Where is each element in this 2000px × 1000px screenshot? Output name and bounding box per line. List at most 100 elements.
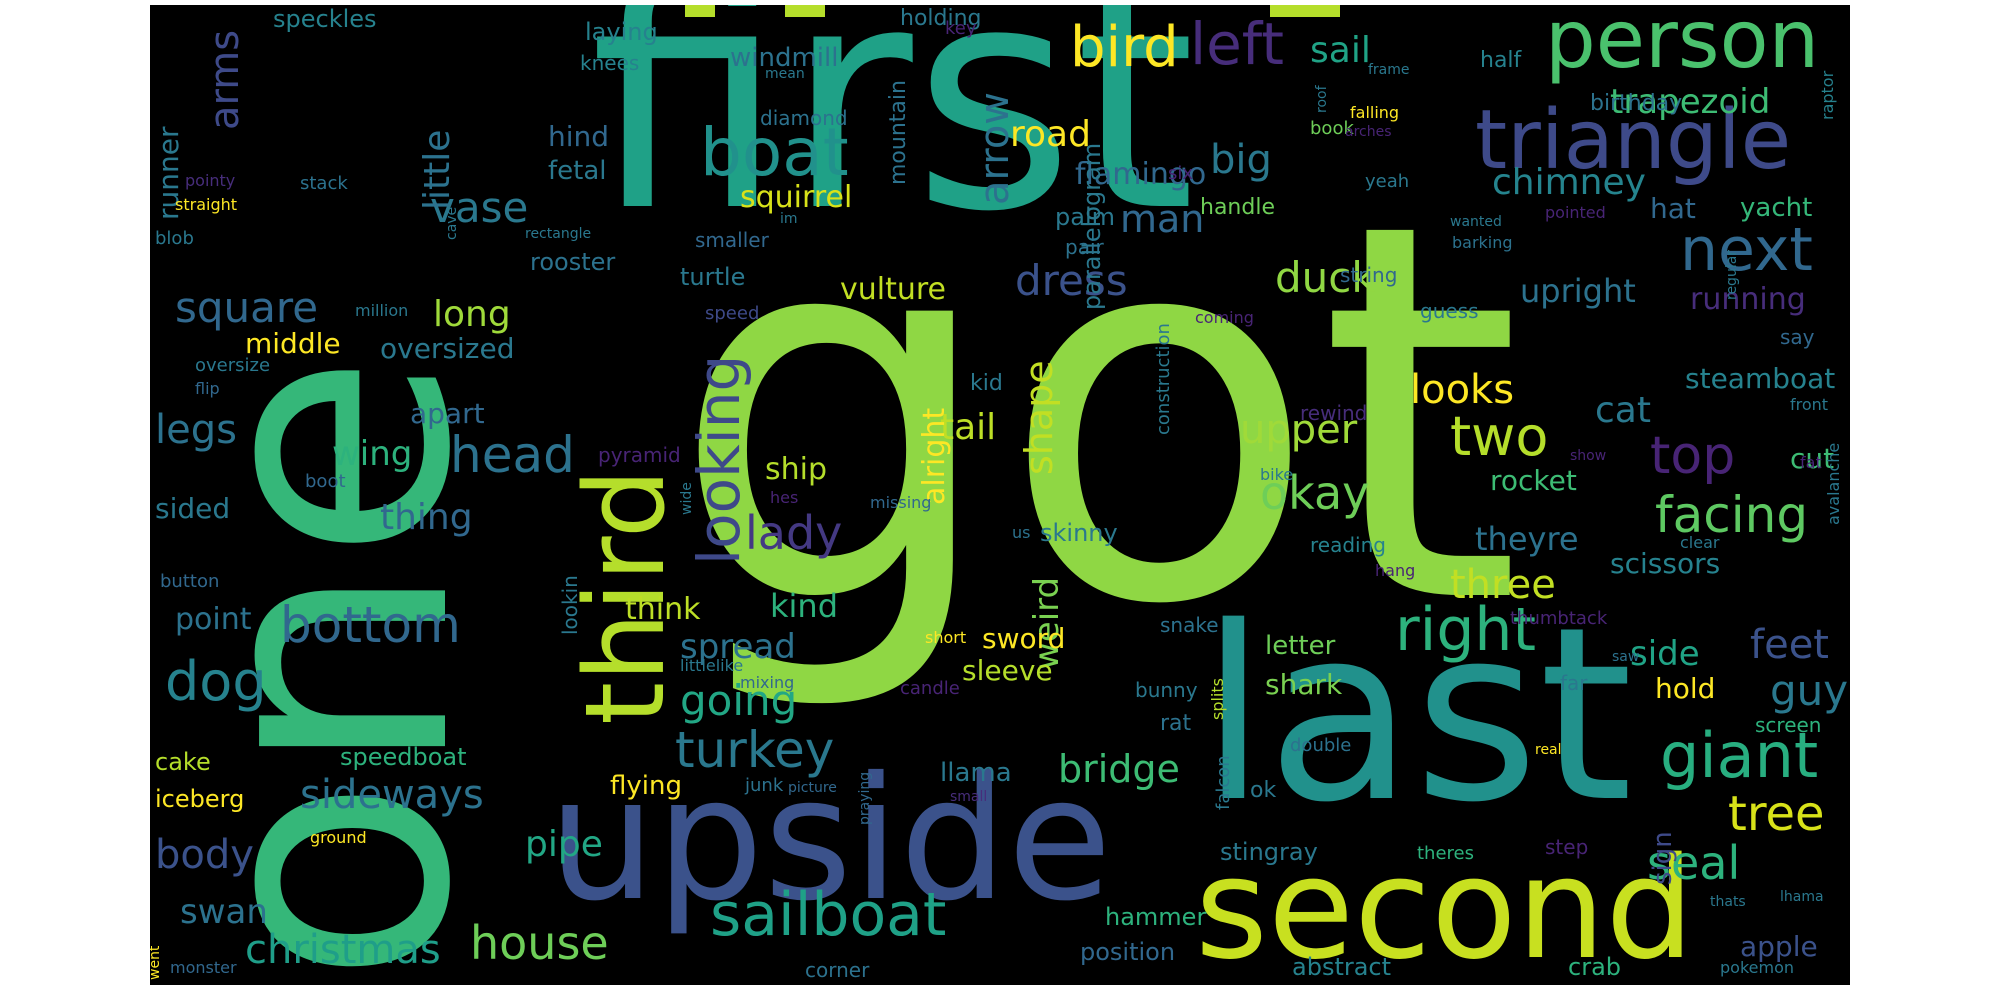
word-wide: wide [679, 482, 695, 515]
word-rat: rat [1160, 711, 1192, 736]
word-mixing: mixing [740, 673, 795, 692]
word-dog: dog [165, 650, 267, 713]
word-palm: palm [1055, 203, 1115, 231]
word-right: right [1395, 595, 1536, 665]
word-sign: sign [1648, 831, 1678, 885]
word-rectangle: rectangle [525, 226, 592, 242]
word-wing: wing [332, 434, 413, 474]
word-squirrel: squirrel [740, 180, 853, 215]
word-feet: feet [1750, 622, 1829, 668]
word-handle: handle [1200, 195, 1275, 220]
word-square: square [175, 283, 319, 332]
word-flamingo: flamingo [1075, 157, 1207, 192]
word-thing: thing [380, 497, 473, 538]
word-straight: straight [175, 195, 238, 214]
word-splits: splits [1208, 678, 1227, 720]
word-bird: bird [1070, 15, 1179, 80]
word-picture: picture [788, 780, 837, 796]
word-thumbtack: thumbtack [1510, 608, 1608, 629]
word-falling: falling [1350, 103, 1400, 122]
word-hind: hind [548, 120, 610, 153]
word-theyre: theyre [1475, 520, 1579, 558]
word-guess: guess [1420, 299, 1479, 323]
word-arms: arms [202, 29, 248, 130]
word-stingray: stingray [1220, 838, 1318, 866]
word-step: step [1545, 835, 1589, 859]
word-speedboat: speedboat [340, 743, 467, 771]
word-half: half [1480, 48, 1522, 73]
word-abstract: abstract [1292, 953, 1392, 981]
word-shark: shark [1265, 668, 1343, 701]
word-avalanche: avalanche [1824, 442, 1843, 525]
word-triangle: triangle [1475, 93, 1792, 188]
word-yeah: yeah [1365, 171, 1410, 192]
word-cloud-canvas: one got first last upside second third p… [150, 5, 1850, 985]
word-rewind: rewind [1300, 401, 1368, 425]
word-boat: boat [700, 114, 849, 191]
word-falcon: falcon [1213, 755, 1234, 810]
word-sleeve: sleeve [962, 654, 1053, 687]
word-million: million [355, 301, 409, 320]
word-cave: cave [444, 206, 460, 240]
word-frame: frame [1368, 62, 1410, 78]
word-corner: corner [805, 958, 870, 982]
word-last: last [1200, 575, 1633, 855]
word-sideways: sideways [300, 772, 484, 818]
word-think: think [625, 592, 701, 627]
word-rocket: rocket [1490, 464, 1577, 497]
word-first: first [590, 5, 1196, 280]
word-barking: barking [1452, 233, 1513, 252]
word-speckles: speckles [273, 5, 377, 33]
word-boot: boot [305, 471, 346, 492]
word-alright: alright [917, 407, 952, 505]
word-oversize: oversize [195, 355, 271, 376]
word-facing: facing [1655, 486, 1809, 544]
word-front: front [1790, 395, 1829, 414]
word-speed: speed [705, 303, 760, 324]
word-mean: mean [765, 66, 805, 82]
word-duck: duck [1275, 253, 1376, 302]
word-seal: seal [1647, 836, 1741, 890]
word-ground: ground [310, 828, 367, 847]
word-sword: sword [982, 622, 1066, 655]
word-trapezoid: trapezoid [1610, 82, 1771, 122]
word-pointy: pointy [185, 171, 236, 190]
word-shape: shape [1017, 360, 1061, 475]
word-steamboat: steamboat [1685, 362, 1836, 395]
word-went: went [150, 945, 163, 980]
word-left: left [1190, 10, 1284, 78]
word-stack: stack [300, 173, 348, 194]
word-pipe: pipe [525, 824, 603, 865]
word-thats: thats [1710, 894, 1746, 910]
word-lhama: lhama [1780, 889, 1824, 905]
word-kid: kid [970, 371, 1003, 396]
word-going: going [680, 676, 798, 725]
word-point: point [175, 602, 252, 637]
word-head: head [450, 426, 575, 484]
word-snake: snake [1160, 613, 1219, 637]
word-pointed: pointed [1545, 203, 1606, 222]
word-us: us [1012, 523, 1031, 542]
word-candle: candle [900, 678, 960, 699]
word-little: little [417, 129, 458, 210]
word-im: im [780, 211, 798, 227]
word-legs: legs [155, 407, 237, 453]
word-button: button [160, 571, 220, 592]
word-iceberg: iceberg [155, 785, 245, 813]
fragment-bar-2 [785, 5, 825, 17]
word-hold: hold [1655, 672, 1716, 705]
word-book: book [1310, 118, 1354, 139]
word-flip: flip [195, 379, 220, 398]
word-three: three [1450, 562, 1556, 608]
word-cake: cake [155, 748, 211, 776]
word-bottom: bottom [280, 596, 461, 654]
word-ok: ok [1250, 778, 1277, 803]
word-far: far [1560, 671, 1588, 695]
word-bike: bike [1260, 465, 1294, 484]
fragment-bar-1 [685, 5, 715, 17]
word-big: big [1210, 137, 1272, 183]
word-wanted: wanted [1450, 214, 1502, 230]
word-apple: apple [1740, 930, 1818, 963]
word-roof: roof [1314, 85, 1330, 113]
word-got: got [670, 112, 1523, 718]
